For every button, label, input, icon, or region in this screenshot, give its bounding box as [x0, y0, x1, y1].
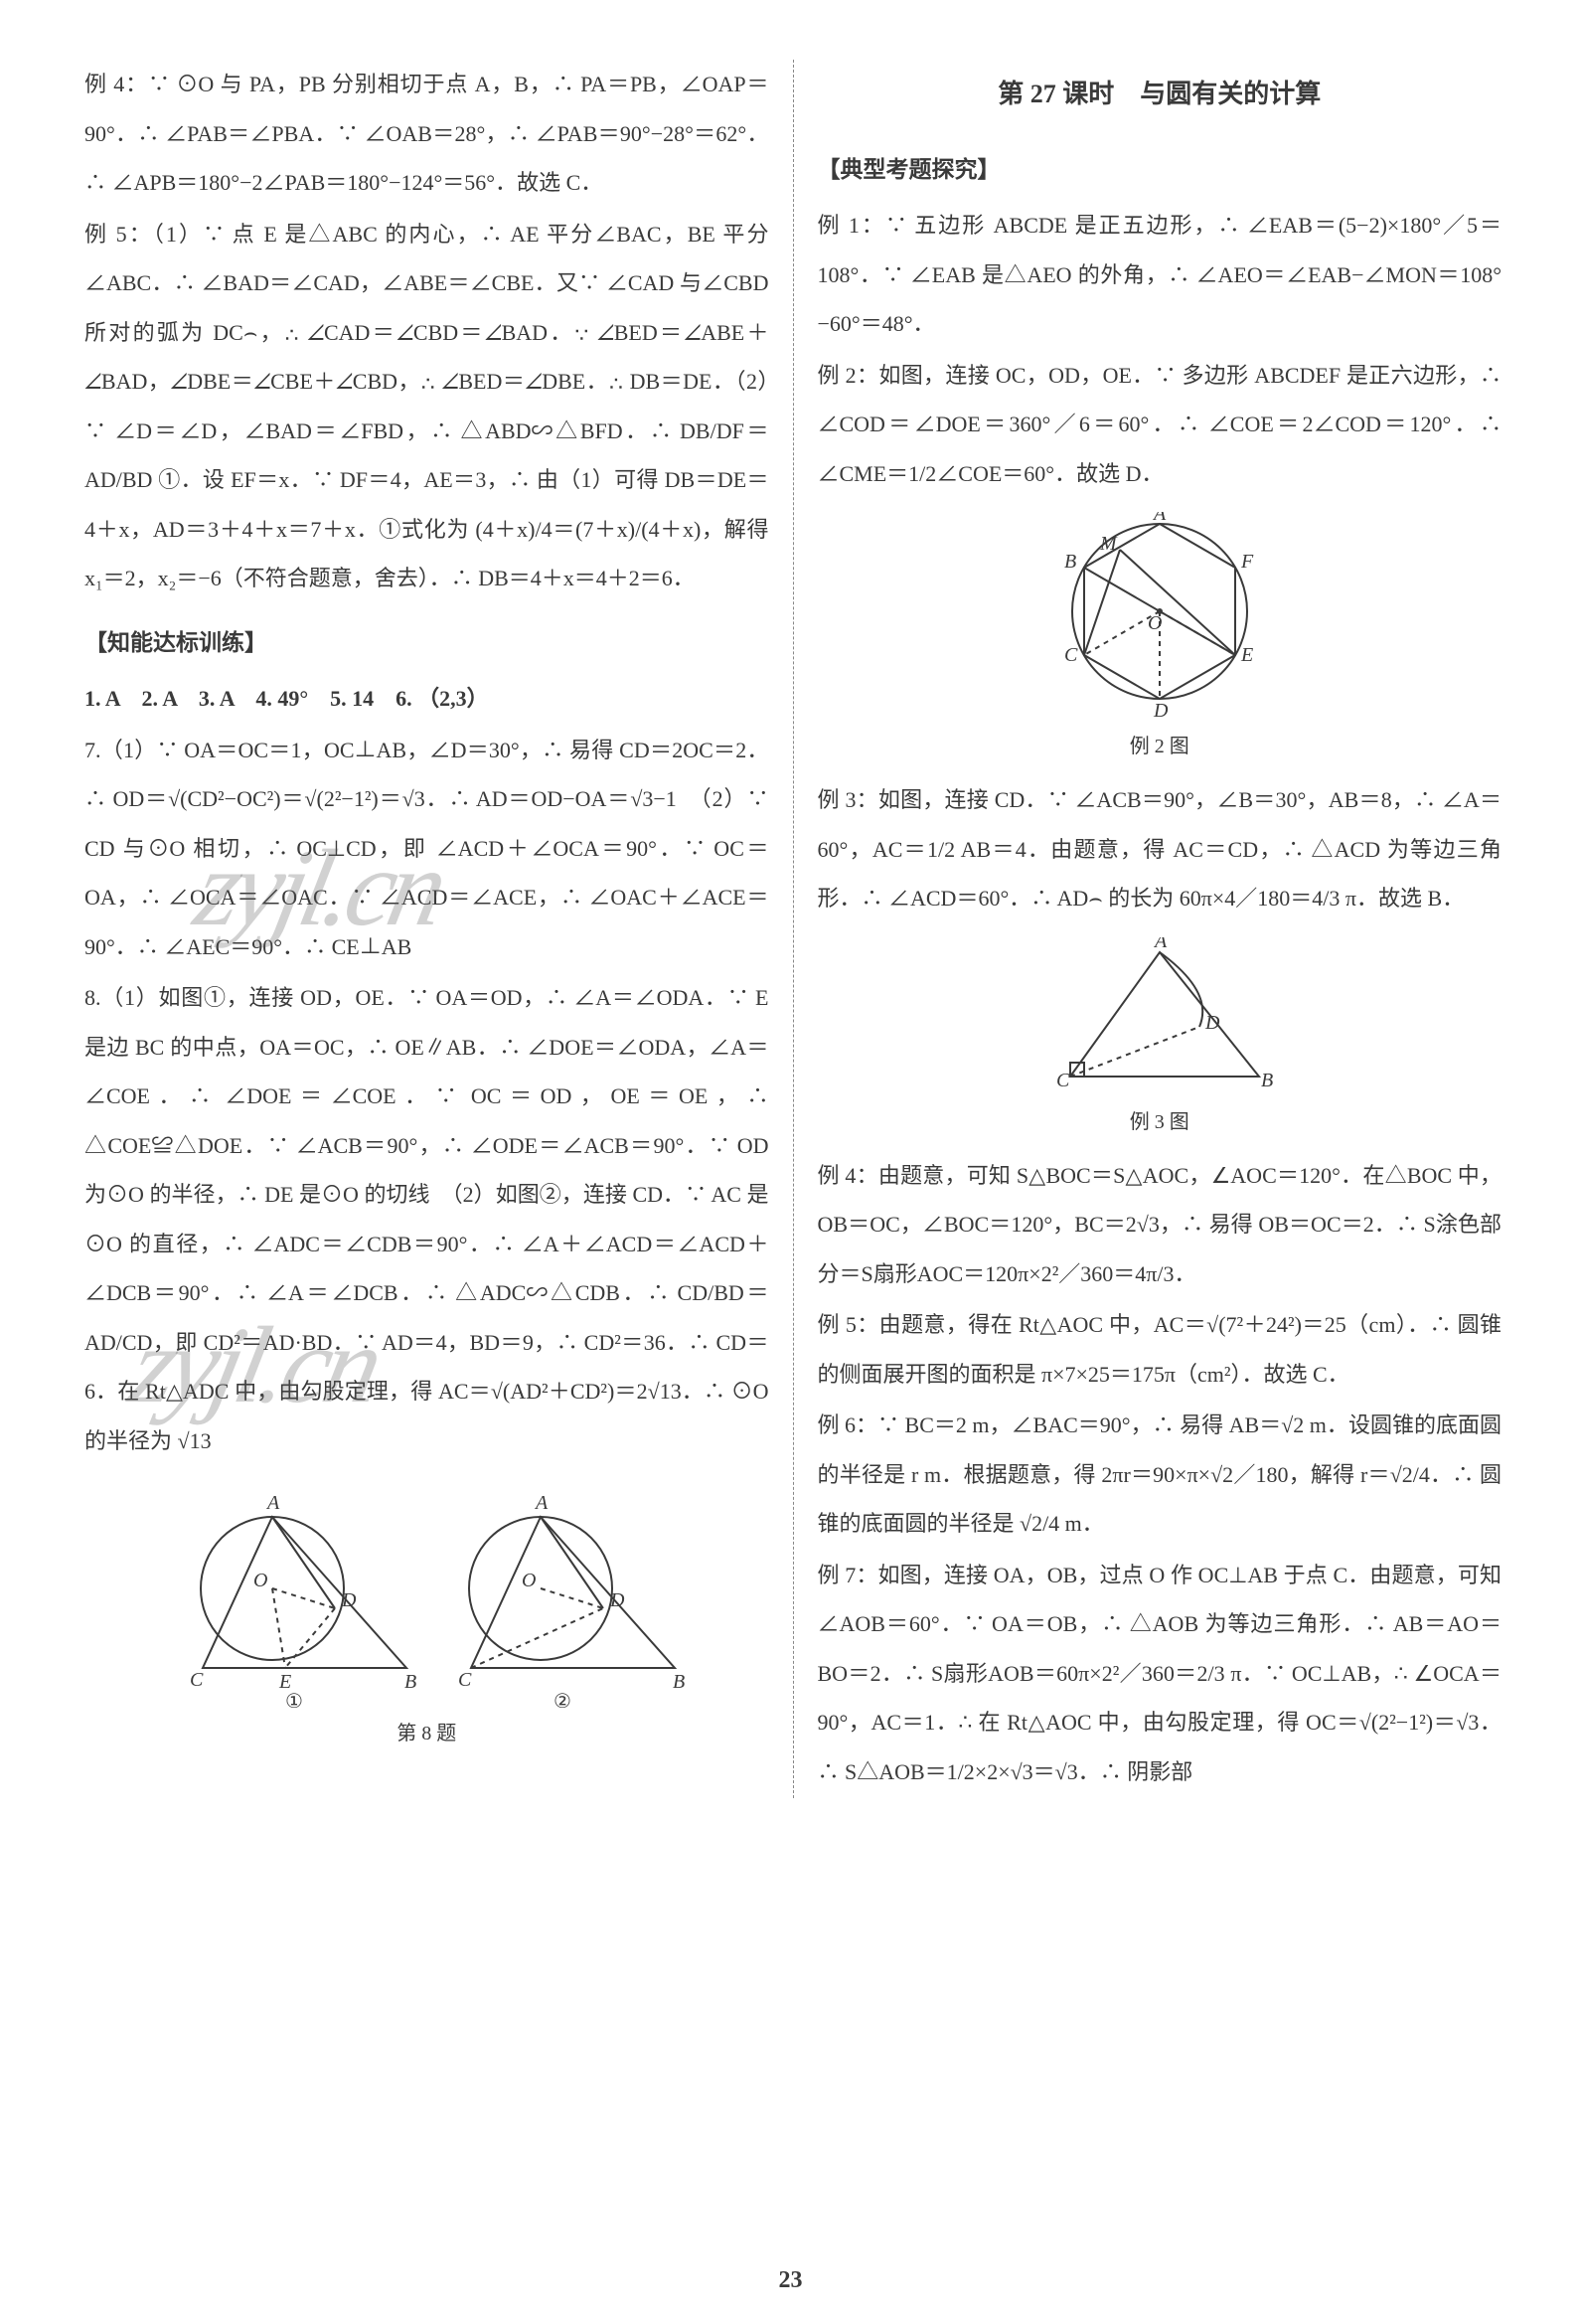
label-d2: D	[609, 1589, 625, 1611]
tri-d: D	[1204, 1012, 1220, 1034]
left-column: 例 4：∵ ⊙O 与 PA，PB 分别相切于点 A，B，∴ PA＝PB，∠OAP…	[84, 60, 794, 1798]
label-a: A	[265, 1492, 280, 1514]
label-e: E	[278, 1671, 291, 1693]
short-answers: 1. A 2. A 3. A 4. 49° 5. 14 6. （2,3）	[84, 674, 769, 724]
training-heading: 【知能达标训练】	[84, 617, 769, 669]
figure-ex2-caption: 例 2 图	[818, 725, 1502, 769]
label-b: B	[404, 1671, 416, 1693]
hex-c: C	[1064, 644, 1078, 666]
example-4-left: 例 4：∵ ⊙O 与 PA，PB 分别相切于点 A，B，∴ PA＝PB，∠OAP…	[84, 60, 769, 208]
figure-q8: A D O C E B ① A D O	[84, 1479, 769, 1756]
example-4-right: 例 4：由题意，可知 S△BOC＝S△AOC，∠AOC＝120°．在△BOC 中…	[818, 1151, 1502, 1299]
question-7: 7.（1）∵ OA＝OC＝1，OC⊥AB，∠D＝30°，∴ 易得 CD＝2OC＝…	[84, 726, 769, 972]
page-two-column: 例 4：∵ ⊙O 与 PA，PB 分别相切于点 A，B，∴ PA＝PB，∠OAP…	[84, 60, 1502, 1798]
question-8: 8.（1）如图①，连接 OD，OE．∵ OA＝OD，∴ ∠A＝∠ODA．∵ E …	[84, 973, 769, 1465]
hex-f: F	[1240, 551, 1254, 573]
page-number: 23	[779, 2267, 803, 2294]
hexagon-diagram: A F E D C B M O	[1030, 512, 1289, 721]
tri-a: A	[1153, 937, 1168, 952]
lesson-title: 第 27 课时 与圆有关的计算	[818, 66, 1502, 124]
example-2-right: 例 2：如图，连接 OC，OD，OE．∵ 多边形 ABCDEF 是正六边形，∴ …	[818, 351, 1502, 499]
triangle-arc-diagram: A B C D	[1040, 937, 1279, 1096]
label-o: O	[253, 1570, 267, 1591]
two-circles-diagram: A D O C E B ① A D O	[168, 1479, 685, 1708]
label-a2: A	[534, 1492, 549, 1514]
label-d: D	[341, 1589, 357, 1611]
figure-ex3: A B C D 例 3 图	[818, 937, 1502, 1145]
exam-heading: 【典型考题探究】	[818, 144, 1502, 196]
subfig-2: ②	[553, 1691, 571, 1708]
figure-q8-caption: 第 8 题	[84, 1712, 769, 1756]
tri-b: B	[1261, 1070, 1273, 1091]
figure-ex2: A F E D C B M O 例 2 图	[818, 512, 1502, 769]
example-5-left: 例 5：（1）∵ 点 E 是△ABC 的内心，∴ AE 平分∠BAC，BE 平分…	[84, 210, 769, 603]
example-3-right: 例 3：如图，连接 CD．∵ ∠ACB＝90°，∠B＝30°，AB＝8，∴ ∠A…	[818, 775, 1502, 923]
hex-e: E	[1240, 644, 1253, 666]
label-b2: B	[673, 1671, 685, 1693]
hex-o: O	[1148, 612, 1162, 634]
example-7-right: 例 7：如图，连接 OA，OB，过点 O 作 OC⊥AB 于点 C．由题意，可知…	[818, 1551, 1502, 1797]
right-column: 第 27 课时 与圆有关的计算 【典型考题探究】 例 1：∵ 五边形 ABCDE…	[794, 60, 1502, 1798]
label-c2: C	[458, 1669, 472, 1691]
hex-a: A	[1152, 512, 1167, 525]
example-1-right: 例 1：∵ 五边形 ABCDE 是正五边形，∴ ∠EAB＝(5−2)×180°／…	[818, 201, 1502, 349]
hex-d: D	[1153, 700, 1169, 721]
label-o2: O	[522, 1570, 536, 1591]
example-5-right: 例 5：由题意，得在 Rt△AOC 中，AC＝√(7²＋24²)＝25（cm）．…	[818, 1300, 1502, 1399]
example-6-right: 例 6：∵ BC＝2 m，∠BAC＝90°，∴ 易得 AB＝√2 m．设圆锥的底…	[818, 1401, 1502, 1549]
hex-m: M	[1099, 533, 1118, 555]
label-c: C	[190, 1669, 204, 1691]
hex-b: B	[1064, 551, 1076, 573]
subfig-1: ①	[285, 1691, 303, 1708]
tri-c: C	[1056, 1070, 1070, 1091]
figure-ex3-caption: 例 3 图	[818, 1100, 1502, 1145]
